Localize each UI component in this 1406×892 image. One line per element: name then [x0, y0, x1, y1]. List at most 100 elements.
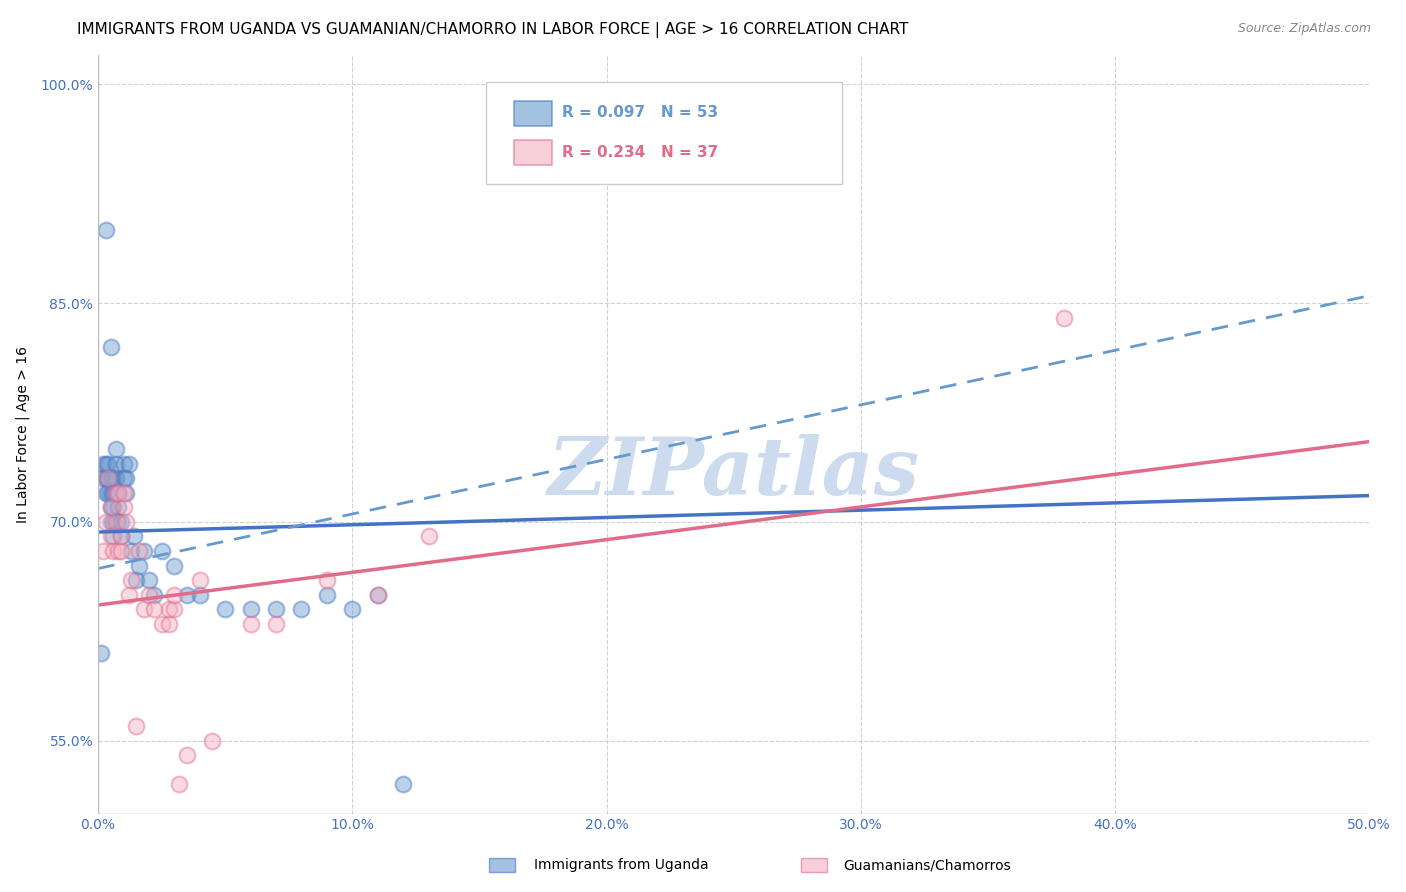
Point	[163, 602, 186, 616]
Point	[117, 457, 139, 471]
Point	[103, 544, 125, 558]
Point	[120, 544, 142, 558]
Point	[214, 602, 236, 616]
Point	[91, 457, 114, 471]
Point	[112, 485, 135, 500]
Point	[128, 544, 150, 558]
Point	[91, 544, 114, 558]
Point	[104, 457, 127, 471]
Point	[163, 558, 186, 573]
Point	[97, 485, 120, 500]
Point	[103, 500, 125, 515]
Point	[188, 573, 211, 587]
Point	[104, 442, 127, 456]
Text: Guamanians/Chamorros: Guamanians/Chamorros	[844, 858, 1011, 872]
Point	[125, 573, 148, 587]
Text: IMMIGRANTS FROM UGANDA VS GUAMANIAN/CHAMORRO IN LABOR FORCE | AGE > 16 CORRELATI: IMMIGRANTS FROM UGANDA VS GUAMANIAN/CHAM…	[77, 22, 908, 38]
Point	[150, 544, 173, 558]
Point	[107, 485, 129, 500]
Point	[143, 602, 166, 616]
Point	[264, 602, 287, 616]
Point	[176, 748, 198, 763]
FancyBboxPatch shape	[513, 140, 551, 165]
Point	[315, 573, 337, 587]
Text: Immigrants from Uganda: Immigrants from Uganda	[534, 858, 709, 872]
Point	[201, 733, 224, 747]
Point	[107, 544, 129, 558]
Point	[132, 544, 155, 558]
Point	[110, 544, 132, 558]
Point	[107, 515, 129, 529]
Point	[112, 471, 135, 485]
Point	[115, 471, 138, 485]
Point	[1053, 310, 1076, 325]
Text: ZIPatlas: ZIPatlas	[547, 434, 920, 511]
Point	[128, 558, 150, 573]
Point	[239, 616, 262, 631]
Point	[367, 588, 389, 602]
Point	[117, 588, 139, 602]
Point	[132, 602, 155, 616]
Point	[157, 602, 180, 616]
Point	[110, 529, 132, 543]
FancyBboxPatch shape	[513, 101, 551, 126]
Point	[94, 457, 117, 471]
Point	[97, 457, 120, 471]
Point	[315, 588, 337, 602]
Point	[97, 471, 120, 485]
Point	[264, 616, 287, 631]
Point	[138, 588, 160, 602]
Point	[112, 457, 135, 471]
Point	[150, 616, 173, 631]
Point	[94, 471, 117, 485]
Point	[188, 588, 211, 602]
Point	[107, 500, 129, 515]
Point	[107, 485, 129, 500]
Point	[342, 602, 364, 616]
Point	[103, 515, 125, 529]
Point	[163, 588, 186, 602]
Point	[122, 529, 145, 543]
Point	[103, 529, 125, 543]
Point	[110, 529, 132, 543]
Point	[100, 515, 122, 529]
Point	[100, 500, 122, 515]
Point	[367, 588, 389, 602]
Point	[94, 515, 117, 529]
Point	[104, 515, 127, 529]
Point	[91, 471, 114, 485]
Point	[100, 485, 122, 500]
Point	[176, 588, 198, 602]
Text: R = 0.234   N = 37: R = 0.234 N = 37	[562, 145, 718, 160]
Point	[239, 602, 262, 616]
Point	[112, 500, 135, 515]
Point	[103, 485, 125, 500]
Point	[94, 223, 117, 237]
Point	[103, 471, 125, 485]
Text: Source: ZipAtlas.com: Source: ZipAtlas.com	[1237, 22, 1371, 36]
Point	[120, 573, 142, 587]
Point	[97, 471, 120, 485]
Point	[169, 777, 191, 791]
Point	[100, 529, 122, 543]
Point	[100, 471, 122, 485]
Point	[104, 485, 127, 500]
Point	[90, 646, 112, 660]
Point	[94, 485, 117, 500]
Y-axis label: In Labor Force | Age > 16: In Labor Force | Age > 16	[15, 346, 30, 523]
Point	[157, 616, 180, 631]
Point	[115, 515, 138, 529]
FancyBboxPatch shape	[485, 82, 842, 184]
Point	[392, 777, 415, 791]
Point	[115, 485, 138, 500]
Point	[125, 719, 148, 733]
Point	[290, 602, 312, 616]
Point	[100, 500, 122, 515]
Point	[138, 573, 160, 587]
Point	[104, 471, 127, 485]
Point	[110, 515, 132, 529]
Text: R = 0.097   N = 53: R = 0.097 N = 53	[562, 105, 718, 120]
Point	[143, 588, 166, 602]
Point	[104, 485, 127, 500]
Point	[100, 340, 122, 354]
